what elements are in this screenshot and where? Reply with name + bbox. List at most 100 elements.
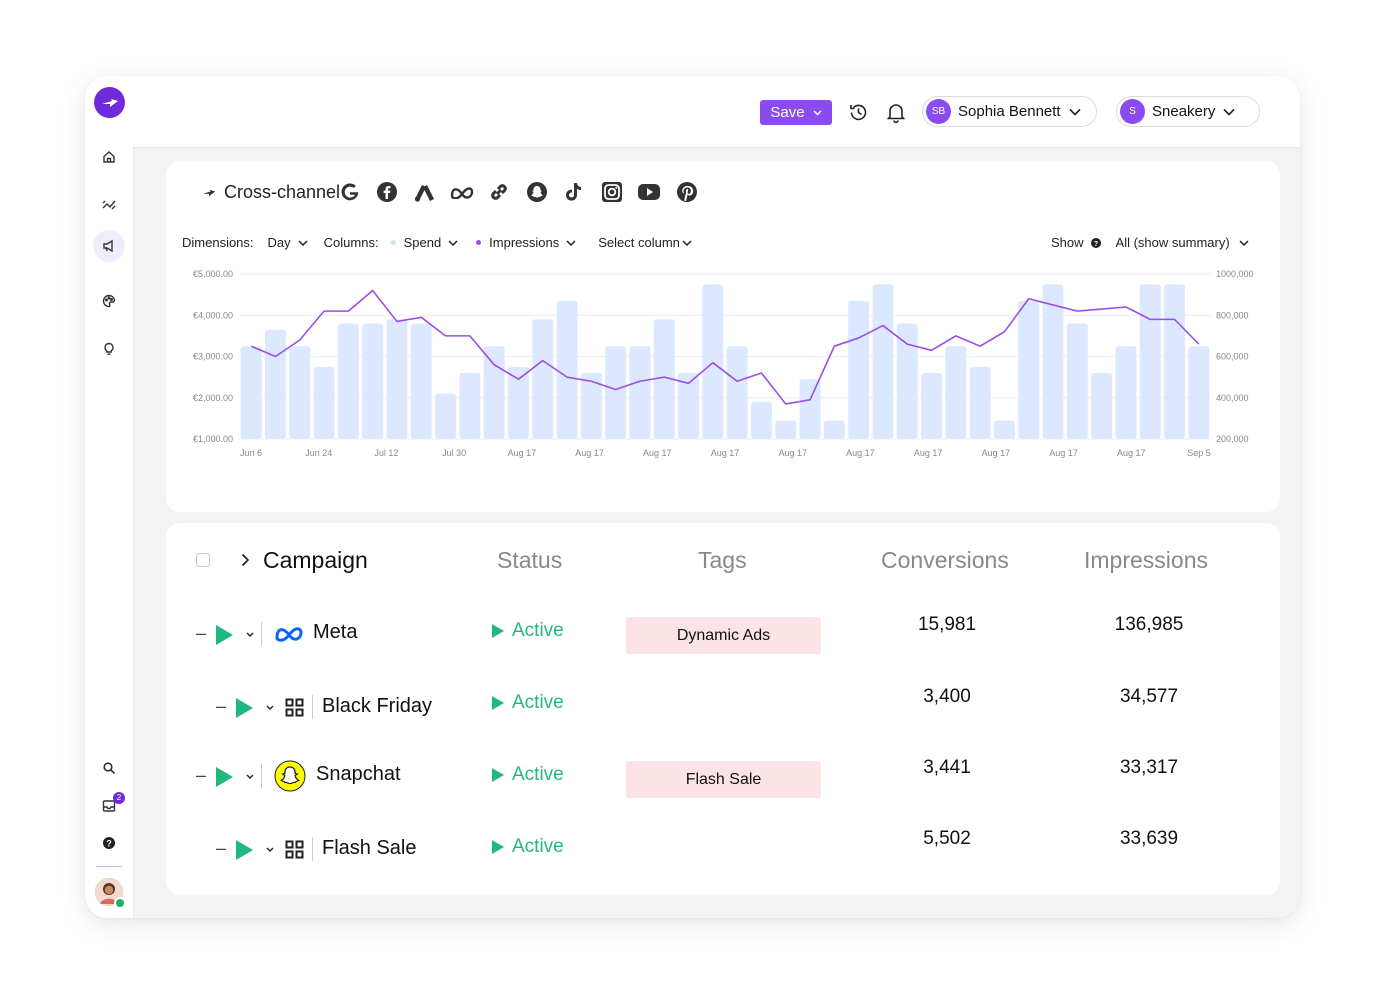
chevron-down-icon[interactable] bbox=[266, 705, 274, 710]
y-right-tick-label: 200,000 bbox=[1216, 434, 1249, 444]
pinterest-icon[interactable] bbox=[675, 180, 699, 204]
spend-bar bbox=[1018, 300, 1040, 439]
user-initials-avatar: SB bbox=[926, 99, 951, 124]
link-icon[interactable] bbox=[487, 180, 511, 204]
status-header[interactable]: Status bbox=[497, 547, 563, 573]
tag-badge[interactable]: Flash Sale bbox=[626, 761, 821, 798]
status-label: Active bbox=[512, 692, 564, 713]
spend-bar bbox=[1042, 284, 1064, 439]
spend-bar bbox=[410, 323, 432, 439]
select-all-checkbox[interactable] bbox=[196, 553, 210, 567]
spend-bar bbox=[1139, 284, 1161, 439]
info-icon[interactable]: ? bbox=[1090, 237, 1101, 248]
lightbulb-icon[interactable] bbox=[97, 337, 121, 361]
google-icon[interactable] bbox=[338, 180, 362, 204]
google-ads-icon[interactable] bbox=[412, 180, 436, 204]
play-status-icon bbox=[492, 696, 504, 710]
spend-bar bbox=[240, 346, 262, 439]
play-status-icon bbox=[492, 624, 504, 638]
facebook-icon[interactable] bbox=[375, 180, 399, 204]
play-icon[interactable] bbox=[216, 625, 233, 645]
campaigns-icon[interactable] bbox=[93, 230, 125, 262]
chevron-down-icon[interactable] bbox=[266, 847, 274, 852]
spend-bar bbox=[532, 319, 554, 439]
campaign-table: Campaign Status Tags Conversions Impress… bbox=[166, 523, 1280, 895]
collapse-dash-icon[interactable]: – bbox=[196, 623, 207, 643]
y-left-tick-label: €1,000.00 bbox=[193, 434, 233, 444]
tiktok-icon[interactable] bbox=[562, 180, 586, 204]
spend-bar bbox=[1164, 284, 1185, 439]
workspace-switcher[interactable]: S Sneakery bbox=[1116, 96, 1260, 127]
chevron-down-icon[interactable] bbox=[246, 774, 254, 779]
play-status-icon bbox=[492, 768, 504, 782]
youtube-icon[interactable] bbox=[637, 180, 661, 204]
meta-icon[interactable] bbox=[450, 180, 474, 204]
y-right-tick-label: 1000,000 bbox=[1216, 269, 1254, 279]
tags-header[interactable]: Tags bbox=[698, 547, 747, 573]
chevron-right-icon[interactable] bbox=[241, 553, 250, 567]
spend-bar bbox=[265, 329, 286, 439]
history-icon[interactable] bbox=[846, 100, 870, 124]
campaign-name[interactable]: Flash Sale bbox=[322, 837, 417, 859]
snapchat-icon[interactable] bbox=[525, 180, 549, 204]
spend-bar bbox=[726, 346, 748, 439]
cross-channel-card: Cross-channel bbox=[166, 161, 1280, 512]
help-icon[interactable]: ? bbox=[97, 831, 121, 855]
spend-bar bbox=[969, 366, 991, 439]
palette-icon[interactable] bbox=[97, 289, 121, 313]
impressions-value: 136,985 bbox=[1114, 614, 1184, 635]
user-menu[interactable]: SB Sophia Bennett bbox=[922, 96, 1097, 127]
spend-column-dropdown[interactable]: Spend bbox=[390, 235, 459, 250]
campaign-header[interactable]: Campaign bbox=[263, 547, 368, 573]
collapse-dash-icon[interactable]: – bbox=[196, 765, 207, 785]
x-tick-label: Aug 17 bbox=[914, 448, 943, 458]
dimension-value: Day bbox=[267, 235, 291, 250]
status-active: Active bbox=[492, 620, 564, 642]
spend-bar bbox=[556, 300, 578, 439]
campaign-name[interactable]: Black Friday bbox=[322, 695, 433, 717]
meta-logo-icon bbox=[275, 627, 303, 642]
home-icon[interactable] bbox=[97, 145, 121, 169]
chevron-down-icon bbox=[298, 239, 308, 246]
workspace-initial-avatar: S bbox=[1120, 99, 1145, 124]
spend-bar bbox=[751, 401, 772, 439]
app-logo[interactable] bbox=[94, 87, 125, 118]
svg-text:?: ? bbox=[1093, 241, 1097, 248]
chevron-down-icon bbox=[682, 239, 692, 246]
columns-label: Columns: bbox=[323, 235, 379, 250]
chevron-down-icon[interactable] bbox=[246, 632, 254, 637]
ad-set-grid-icon bbox=[285, 698, 304, 717]
instagram-icon[interactable] bbox=[600, 180, 624, 204]
inbox-icon[interactable] bbox=[97, 794, 121, 818]
tag-badge[interactable]: Dynamic Ads bbox=[626, 617, 821, 654]
select-column-label: Select column bbox=[598, 235, 680, 250]
y-right-tick-label: 800,000 bbox=[1216, 310, 1249, 320]
inbox-badge: 2 bbox=[113, 792, 125, 804]
conversions-header[interactable]: Conversions bbox=[881, 547, 1009, 573]
search-icon[interactable] bbox=[97, 756, 121, 780]
play-icon[interactable] bbox=[216, 767, 233, 787]
user-avatar[interactable] bbox=[95, 878, 126, 909]
analytics-icon[interactable] bbox=[97, 193, 121, 217]
campaign-name[interactable]: Snapchat bbox=[316, 763, 401, 785]
collapse-dash-icon[interactable]: – bbox=[216, 838, 227, 858]
impressions-line bbox=[250, 289, 1200, 405]
impressions-value: 33,317 bbox=[1119, 757, 1179, 778]
save-button[interactable]: Save bbox=[760, 100, 832, 125]
dimension-dropdown[interactable]: Day bbox=[268, 235, 308, 250]
impressions-column-dropdown[interactable]: Impressions bbox=[476, 235, 576, 250]
chevron-down-icon bbox=[1239, 239, 1249, 246]
collapse-dash-icon[interactable]: – bbox=[216, 696, 227, 716]
x-tick-label: Aug 17 bbox=[1117, 448, 1146, 458]
campaign-name[interactable]: Meta bbox=[313, 621, 358, 643]
play-icon[interactable] bbox=[236, 698, 253, 718]
select-column-dropdown[interactable]: Select column bbox=[598, 235, 692, 250]
play-icon[interactable] bbox=[236, 840, 253, 860]
show-filter: Show ? All (show summary) bbox=[1051, 235, 1249, 250]
notification-bell-icon[interactable] bbox=[884, 100, 908, 124]
show-summary-dropdown[interactable]: All (show summary) bbox=[1116, 235, 1249, 250]
spend-bar bbox=[1066, 323, 1088, 439]
app-window: 2 ? Save SB Sophia Bennett S Sneakery bbox=[85, 76, 1300, 918]
spend-column-label: Spend bbox=[403, 235, 442, 250]
impressions-header[interactable]: Impressions bbox=[1084, 547, 1208, 573]
